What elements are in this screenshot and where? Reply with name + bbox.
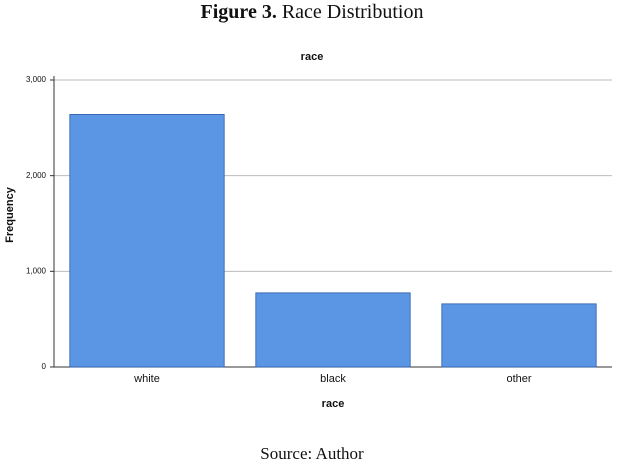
y-tick-label: 3,000 (26, 75, 47, 84)
y-tick-label: 0 (42, 362, 47, 371)
figure-label: Figure 3. (201, 1, 277, 23)
y-tick-label: 2,000 (26, 171, 47, 180)
caption-title: Race Distribution (282, 1, 424, 23)
x-tick-label: black (320, 373, 346, 385)
chart-title: race (301, 51, 324, 63)
source-note: Source: Author (260, 444, 364, 463)
bar (441, 303, 597, 368)
bar (69, 114, 225, 368)
bar (255, 292, 411, 368)
x-tick-label: white (133, 373, 160, 385)
y-tick-label: 1,000 (26, 266, 47, 275)
x-tick-label: other (506, 373, 531, 385)
x-axis-label: race (322, 398, 345, 410)
figure-caption: Figure 3. Race Distribution (201, 1, 424, 23)
y-axis-label: Frequency (4, 186, 16, 243)
